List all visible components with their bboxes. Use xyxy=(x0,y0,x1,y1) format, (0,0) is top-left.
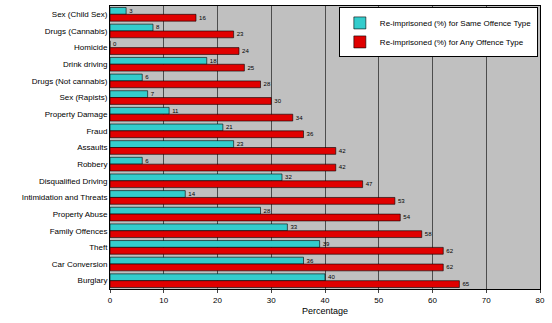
svg-text:Property Abuse: Property Abuse xyxy=(53,210,108,219)
svg-text:30: 30 xyxy=(267,296,276,305)
svg-text:50: 50 xyxy=(374,296,383,305)
svg-text:20: 20 xyxy=(213,296,222,305)
svg-text:0: 0 xyxy=(108,296,113,305)
svg-text:Sex (Child Sex): Sex (Child Sex) xyxy=(52,10,108,19)
svg-text:28: 28 xyxy=(264,81,271,87)
svg-text:10: 10 xyxy=(159,296,168,305)
svg-text:33: 33 xyxy=(290,224,297,230)
svg-text:24: 24 xyxy=(242,48,249,54)
svg-text:7: 7 xyxy=(151,91,155,97)
svg-text:16: 16 xyxy=(199,15,206,21)
svg-text:14: 14 xyxy=(188,191,195,197)
svg-text:30: 30 xyxy=(274,98,281,104)
svg-text:54: 54 xyxy=(403,214,410,220)
svg-text:Sex (Rapists): Sex (Rapists) xyxy=(59,93,107,102)
svg-text:18: 18 xyxy=(210,58,217,64)
svg-text:Re-imprisoned (%) for Any Offe: Re-imprisoned (%) for Any Offence Type xyxy=(380,38,524,47)
svg-text:Theft: Theft xyxy=(89,243,108,252)
svg-text:8: 8 xyxy=(156,24,160,30)
svg-text:42: 42 xyxy=(339,164,346,170)
svg-text:Robbery: Robbery xyxy=(77,160,107,169)
svg-text:47: 47 xyxy=(366,181,373,187)
svg-text:Disqualified Driving: Disqualified Driving xyxy=(39,177,107,186)
svg-text:6: 6 xyxy=(145,74,149,80)
svg-text:Car Conversion: Car Conversion xyxy=(52,260,108,269)
svg-text:23: 23 xyxy=(237,141,244,147)
svg-text:Percentage: Percentage xyxy=(302,306,348,316)
svg-text:53: 53 xyxy=(398,198,405,204)
svg-text:Homicide: Homicide xyxy=(74,43,108,52)
svg-text:21: 21 xyxy=(226,124,233,130)
svg-text:Family Offences: Family Offences xyxy=(50,227,108,236)
svg-text:36: 36 xyxy=(307,258,314,264)
svg-text:Fraud: Fraud xyxy=(86,127,107,136)
svg-text:62: 62 xyxy=(446,248,453,254)
svg-text:3: 3 xyxy=(129,8,133,14)
svg-text:80: 80 xyxy=(536,296,545,305)
svg-text:28: 28 xyxy=(264,208,271,214)
svg-text:70: 70 xyxy=(482,296,491,305)
svg-text:11: 11 xyxy=(172,108,179,114)
svg-text:23: 23 xyxy=(237,31,244,37)
svg-text:32: 32 xyxy=(285,174,292,180)
svg-text:65: 65 xyxy=(462,281,469,287)
svg-text:40: 40 xyxy=(321,296,330,305)
svg-text:36: 36 xyxy=(307,131,314,137)
svg-text:58: 58 xyxy=(425,231,432,237)
svg-text:6: 6 xyxy=(145,158,149,164)
svg-text:Intimidation and Threats: Intimidation and Threats xyxy=(22,193,108,202)
svg-text:40: 40 xyxy=(328,274,335,280)
svg-text:Drink driving: Drink driving xyxy=(63,60,107,69)
svg-text:Assaults: Assaults xyxy=(77,143,107,152)
svg-text:34: 34 xyxy=(296,115,303,121)
svg-text:0: 0 xyxy=(113,41,117,47)
svg-text:Burglary: Burglary xyxy=(78,276,108,285)
svg-text:60: 60 xyxy=(428,296,437,305)
svg-text:39: 39 xyxy=(323,241,330,247)
svg-text:42: 42 xyxy=(339,148,346,154)
svg-text:62: 62 xyxy=(446,264,453,270)
svg-text:Drugs (Cannabis): Drugs (Cannabis) xyxy=(45,27,108,36)
svg-text:Drugs (Not cannabis): Drugs (Not cannabis) xyxy=(32,77,108,86)
svg-text:Re-imprisoned (%) for Same Off: Re-imprisoned (%) for Same Offence Type xyxy=(380,19,531,28)
svg-text:Property Damage: Property Damage xyxy=(45,110,108,119)
svg-text:25: 25 xyxy=(247,65,254,71)
